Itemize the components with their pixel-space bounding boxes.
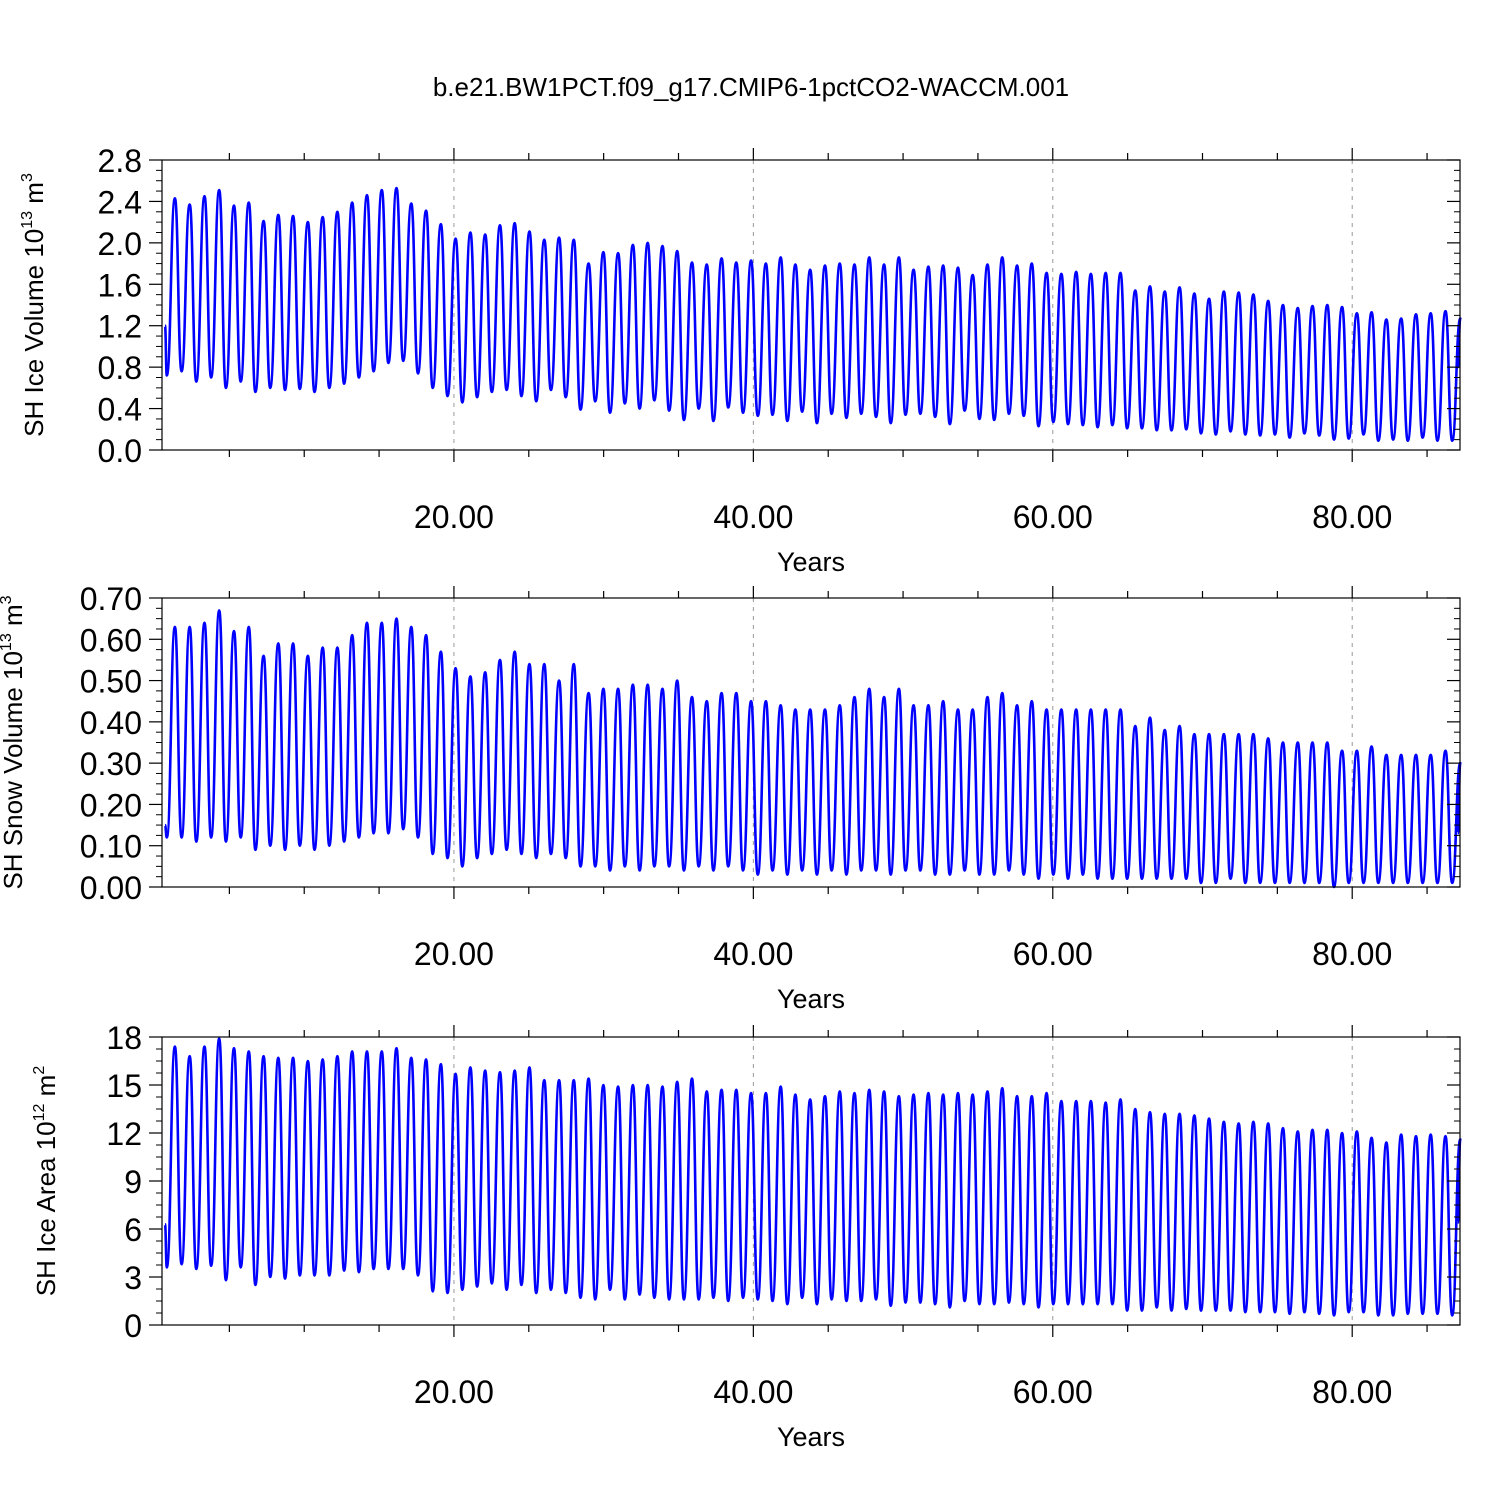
x-tick-label: 80.00 [1312, 936, 1392, 972]
ice-area-panel: 0 3 6 9 12 15 18 20.00 40.00 60.00 80.00 Years SH Ic… [31, 1020, 1462, 1452]
y-tick-label: 12 [106, 1116, 142, 1152]
x-axis-label: Years [777, 547, 845, 577]
y-tick-label: 0.4 [98, 392, 142, 428]
y-tick-label: 0.10 [80, 829, 142, 865]
y-tick-label: 0.70 [80, 581, 142, 617]
x-tick-label: 80.00 [1312, 499, 1392, 535]
x-tick-label: 40.00 [713, 1374, 793, 1410]
y-tick-label: 9 [124, 1164, 142, 1200]
data-line [163, 186, 1462, 442]
x-axis-label: Years [777, 1422, 845, 1452]
x-tick-label: 60.00 [1013, 1374, 1093, 1410]
x-tick-label: 80.00 [1312, 1374, 1392, 1410]
y-tick-label: 18 [106, 1020, 142, 1056]
y-tick-label: 0.50 [80, 664, 142, 700]
x-tick-label: 20.00 [414, 936, 494, 972]
y-tick-label: 0.40 [80, 705, 142, 741]
y-tick-label: 0.00 [80, 870, 142, 906]
x-tick-label: 20.00 [414, 1374, 494, 1410]
y-axis-label: SH Ice Area 1012 m2 [31, 1066, 61, 1297]
y-tick-label: 0 [124, 1308, 142, 1344]
x-tick-label: 60.00 [1013, 499, 1093, 535]
y-tick-label: 15 [106, 1068, 142, 1104]
x-axis-label: Years [777, 984, 845, 1014]
y-tick-label: 2.0 [98, 226, 142, 262]
y-tick-label: 0.30 [80, 746, 142, 782]
data-line [163, 609, 1462, 889]
y-tick-label: 0.20 [80, 787, 142, 823]
y-tick-label: 2.8 [98, 143, 142, 179]
x-tick-label: 40.00 [713, 499, 793, 535]
y-tick-label: 0.60 [80, 622, 142, 658]
x-tick-label: 20.00 [414, 499, 494, 535]
y-tick-label: 1.6 [98, 267, 142, 303]
ice-volume-panel: 0.0 0.4 0.8 1.2 1.6 2.0 2.4 2.8 20.00 40.00 60.00 8… [19, 143, 1462, 577]
x-tick-label: 60.00 [1013, 936, 1093, 972]
chart-title: b.e21.BW1PCT.f09_g17.CMIP6-1pctCO2-WACCM… [433, 72, 1069, 102]
y-tick-label: 0.0 [98, 433, 142, 469]
y-tick-label: 2.4 [98, 184, 142, 220]
y-tick-label: 3 [124, 1260, 142, 1296]
y-axis-label: SH Snow Volume 1013 m3 [0, 595, 28, 889]
y-tick-label: 0.8 [98, 350, 142, 386]
y-tick-label: 6 [124, 1212, 142, 1248]
y-axis-label: SH Ice Volume 1013 m3 [19, 173, 49, 437]
x-tick-label: 40.00 [713, 936, 793, 972]
data-line [163, 1037, 1462, 1317]
snow-volume-panel: 0.00 0.10 0.20 0.30 0.40 0.50 0.60 0.70 20.00 40.… [0, 581, 1462, 1014]
y-tick-label: 1.2 [98, 309, 142, 345]
